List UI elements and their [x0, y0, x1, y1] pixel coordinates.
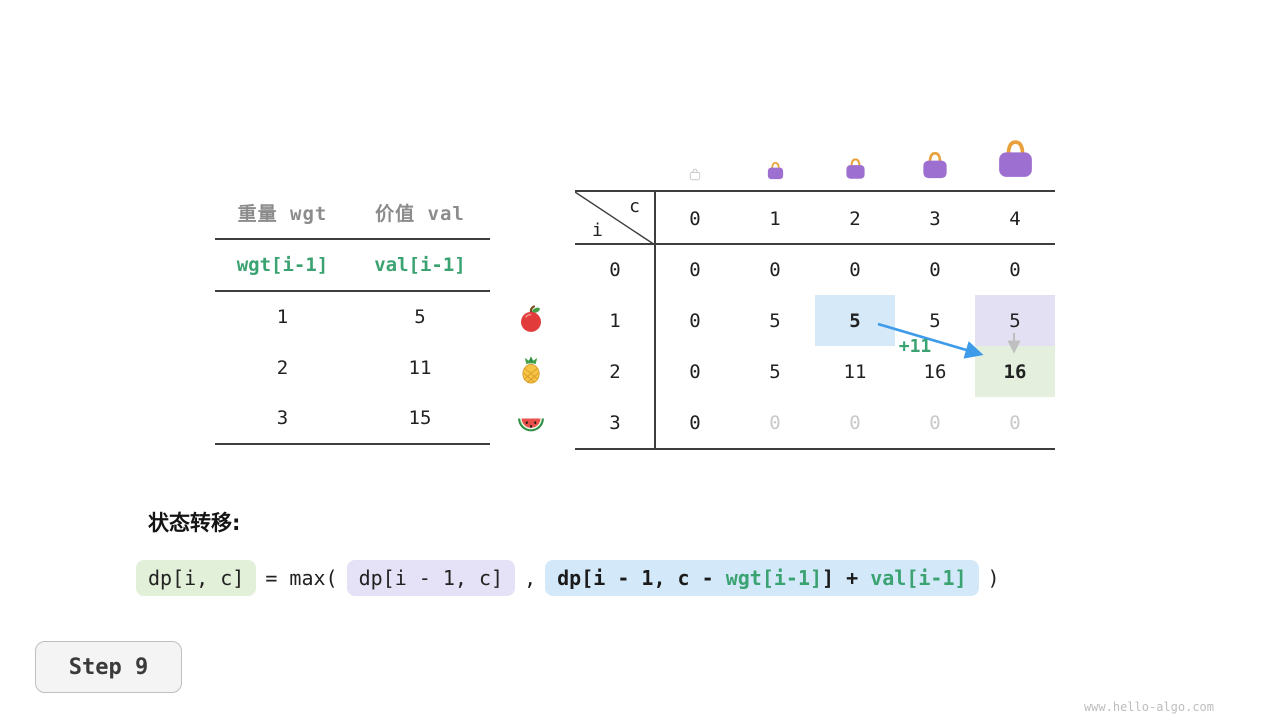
bag-icon-small — [765, 160, 786, 181]
item-table-header-weight: 重量 wgt — [237, 203, 328, 225]
apple-icon — [516, 304, 546, 334]
dp-col-header-3: 3 — [929, 207, 941, 230]
bag-icon-empty — [688, 167, 702, 181]
formula-closing: ) — [987, 566, 1000, 590]
dp-cell-i3-c2: 0 — [849, 411, 861, 434]
dp-cell-i2-c2: 11 — [843, 360, 867, 383]
item-weight-value: 2 — [276, 357, 289, 379]
dp-table-vertical-divider — [654, 192, 656, 448]
dp-cell-i3-c0: 0 — [689, 411, 701, 434]
formula-arg2-middle: ] + — [822, 566, 871, 590]
formula-arg2-prefix: dp[i - 1, c - — [557, 566, 726, 590]
item-weight-value: 3 — [276, 407, 289, 429]
formula-arg2-wgt: wgt[i-1] — [725, 566, 823, 590]
dp-table-corner-cell: c i — [575, 192, 655, 245]
dp-col-header-0: 0 — [689, 207, 701, 230]
dp-cell-i2-c4: 16 — [975, 346, 1055, 397]
step-label: Step 9 — [68, 654, 149, 680]
dp-cell-i2-c1: 5 — [769, 360, 781, 383]
formula-arg1: dp[i - 1, c] — [346, 560, 516, 596]
dp-row-header-0: 0 — [609, 259, 621, 281]
dp-cell-i0-c3: 0 — [929, 259, 941, 281]
item-value-value: 11 — [408, 357, 432, 379]
dp-cell-i1-c0: 0 — [689, 309, 701, 332]
item-value-value: 15 — [408, 407, 432, 429]
wgt-formula-label: wgt[i-1] — [236, 254, 329, 276]
state-transition-heading: 状态转移: — [148, 511, 241, 535]
corner-row-var: i — [592, 220, 603, 241]
formula-arg2: dp[i - 1, c - wgt[i-1]] + val[i-1] — [545, 560, 979, 596]
item-row-2: 2 11 — [215, 343, 490, 394]
bag-icon-large — [919, 149, 951, 181]
dp-cell-i0-c4: 0 — [1009, 259, 1021, 281]
item-table-header-row: 重量 wgt 价值 val — [215, 190, 490, 240]
state-transition-formula: dp[i, c] = max( dp[i - 1, c] , dp[i - 1,… — [136, 560, 1000, 596]
dp-col-header-2: 2 — [849, 207, 861, 230]
dp-cell-i2-c3: 16 — [923, 360, 947, 383]
dp-cell-i3-c3: 0 — [929, 411, 941, 434]
dp-cell-i1-c2: 5 — [815, 295, 895, 346]
dp-table-header-divider — [575, 243, 1055, 245]
transition-value-label: +11 — [898, 336, 932, 357]
item-row-3: 3 15 — [215, 394, 490, 445]
item-table-body: 1 5 2 11 3 15 — [215, 292, 490, 445]
bag-icon-xlarge — [993, 136, 1038, 181]
item-table-formula-row: wgt[i-1] val[i-1] — [215, 240, 490, 292]
dp-row-header-3: 3 — [609, 411, 621, 434]
watermark: www.hello-algo.com — [1083, 700, 1214, 714]
corner-col-var: c — [629, 196, 640, 217]
step-indicator: Step 9 — [35, 641, 182, 693]
watermelon-icon — [516, 406, 546, 436]
pineapple-icon — [516, 355, 546, 385]
dp-row-header-2: 2 — [609, 360, 621, 383]
item-table-header-value: 价值 val — [375, 203, 465, 225]
dp-cell-i1-c3: 5 — [929, 309, 941, 332]
dp-cell-i1-c1: 5 — [769, 309, 781, 332]
dp-cell-i0-c0: 0 — [689, 259, 701, 281]
bag-icon-medium — [843, 156, 868, 181]
formula-operator: = max( — [265, 566, 338, 590]
dp-grid: c i 0 1 2 3 4 0 0 0 0 0 0 1 0 5 5 5 5 2 0 5 11 16 16 3 0 0 0 0 0 — [575, 192, 1055, 448]
dp-cell-i3-c4: 0 — [1009, 411, 1021, 434]
item-table: 重量 wgt 价值 val wgt[i-1] val[i-1] 1 5 2 11 3 15 — [215, 190, 490, 445]
dp-cell-i3-c1: 0 — [769, 411, 781, 434]
corner-diagonal-line — [575, 192, 655, 245]
val-formula-label: val[i-1] — [374, 254, 466, 276]
dp-cell-i2-c0: 0 — [689, 360, 701, 383]
dp-cell-i0-c1: 0 — [769, 259, 781, 281]
dp-col-header-4: 4 — [1009, 207, 1021, 230]
dp-cell-i1-c4: 5 — [975, 295, 1055, 346]
formula-lhs: dp[i, c] — [136, 560, 257, 596]
item-weight-value: 1 — [276, 306, 289, 328]
formula-arg2-val: val[i-1] — [870, 566, 967, 590]
formula-separator: , — [524, 566, 537, 590]
item-value-value: 5 — [414, 306, 426, 328]
dp-row-header-1: 1 — [609, 309, 621, 332]
dp-table: c i 0 1 2 3 4 0 0 0 0 0 0 1 0 5 5 5 5 2 0 5 11 16 16 3 0 0 0 0 0 — [575, 190, 1055, 450]
dp-cell-i0-c2: 0 — [849, 259, 861, 281]
dp-col-header-1: 1 — [769, 207, 781, 230]
